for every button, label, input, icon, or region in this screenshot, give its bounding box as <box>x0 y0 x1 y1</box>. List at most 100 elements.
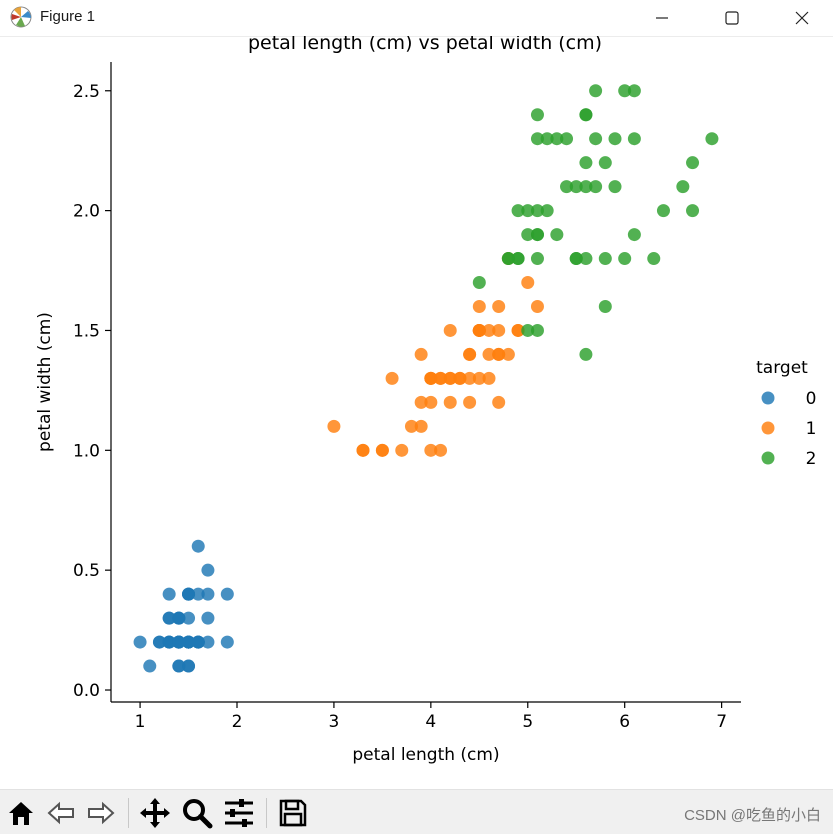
forward-icon <box>88 801 115 825</box>
data-point-2-19 <box>521 323 535 337</box>
data-point-1-39 <box>424 371 438 385</box>
data-point-2-43 <box>608 132 622 146</box>
data-point-2-18 <box>705 132 719 146</box>
home-icon <box>9 802 33 825</box>
data-point-0-42 <box>162 635 176 649</box>
data-point-2-29 <box>598 299 612 313</box>
data-point-0-18 <box>201 611 215 625</box>
close-icon <box>795 11 809 25</box>
data-point-0-32 <box>182 659 196 673</box>
data-point-1-43 <box>356 443 370 457</box>
data-point-2-12 <box>569 180 583 194</box>
data-point-1-14 <box>385 371 399 385</box>
save-button[interactable] <box>276 796 310 830</box>
data-point-2-9 <box>627 84 641 98</box>
data-point-2-7 <box>647 252 661 266</box>
data-point-0-43 <box>191 539 205 553</box>
data-point-1-5 <box>472 371 486 385</box>
data-point-2-34 <box>579 347 593 361</box>
legend-entries: 0 1 2 <box>761 389 817 469</box>
data-point-1-4 <box>482 323 496 337</box>
figure-canvas[interactable]: petal length (cm) vs petal width (cm) 1 2… <box>0 32 833 788</box>
home-button[interactable] <box>4 796 38 830</box>
x-axis-label: petal length (cm) <box>352 745 499 765</box>
data-point-2-14 <box>530 108 544 122</box>
zoom-icon <box>183 799 213 829</box>
data-point-1-49 <box>434 371 448 385</box>
data-point-1-25 <box>463 347 477 361</box>
data-point-1-13 <box>492 347 506 361</box>
data-point-1-29 <box>375 443 389 457</box>
x-tick-label: 7 <box>716 712 727 732</box>
back-icon <box>47 801 74 825</box>
back-button[interactable] <box>44 796 78 830</box>
y-tick-label: 0.0 <box>73 681 100 701</box>
data-point-2-35 <box>627 132 641 146</box>
save-icon <box>279 799 307 827</box>
y-tick-label: 1.0 <box>73 441 100 461</box>
legend-marker-2 <box>761 451 775 465</box>
data-point-1-48 <box>327 419 341 433</box>
scatter-chart: petal length (cm) vs petal width (cm) 1 2… <box>35 32 817 765</box>
configure-icon <box>225 799 253 827</box>
data-point-2-15 <box>550 132 564 146</box>
data-point-2-48 <box>560 132 574 146</box>
data-point-2-28 <box>579 180 593 194</box>
configure-button[interactable] <box>222 796 256 830</box>
y-ticks: 0.0 0.5 1.0 1.5 2.0 2.5 <box>73 82 111 701</box>
data-point-2-17 <box>686 156 700 170</box>
data-point-1-36 <box>492 323 506 337</box>
data-point-1-35 <box>472 299 486 313</box>
forward-button[interactable] <box>84 796 118 830</box>
status-coordinates: CSDN @吃鱼的小白 <box>684 807 821 824</box>
data-point-2-24 <box>589 180 603 194</box>
maximize-icon <box>725 11 739 25</box>
legend-label-1: 1 <box>806 419 817 439</box>
x-tick-label: 3 <box>329 712 340 732</box>
legend-marker-0 <box>761 391 775 405</box>
data-point-1-31 <box>395 443 409 457</box>
data-point-2-38 <box>501 252 515 266</box>
maximize-button[interactable] <box>704 0 760 36</box>
data-point-1-37 <box>463 371 477 385</box>
data-point-2-25 <box>618 252 632 266</box>
data-point-2-8 <box>598 252 612 266</box>
data-point-1-6 <box>492 299 506 313</box>
data-point-2-30 <box>627 228 641 242</box>
legend-title: target <box>756 358 808 378</box>
data-point-2-4 <box>598 156 612 170</box>
data-point-1-27 <box>521 276 535 290</box>
data-point-1-17 <box>434 443 448 457</box>
pan-icon <box>140 798 170 828</box>
x-tick-label: 2 <box>232 712 243 732</box>
data-point-1-19 <box>414 419 428 433</box>
data-point-1-22 <box>511 323 525 337</box>
toolbar-separator <box>266 798 267 828</box>
data-point-0-5 <box>201 587 215 601</box>
data-point-2-47 <box>540 204 554 218</box>
data-point-1-23 <box>492 395 506 409</box>
data-point-2-22 <box>686 204 700 218</box>
data-point-2-27 <box>511 252 525 266</box>
x-tick-label: 1 <box>135 712 146 732</box>
navigation-toolbar: CSDN @吃鱼的小白 <box>0 789 833 834</box>
minimize-button[interactable] <box>634 0 690 36</box>
zoom-button[interactable] <box>180 796 214 830</box>
y-tick-label: 2.5 <box>73 82 100 102</box>
x-ticks: 1 2 3 4 5 6 7 <box>135 702 727 732</box>
data-point-2-42 <box>530 228 544 242</box>
data-point-0-20 <box>201 635 215 649</box>
data-point-0-49 <box>172 635 186 649</box>
pan-button[interactable] <box>138 796 172 830</box>
data-point-2-40 <box>579 108 593 122</box>
points-layer <box>133 84 719 673</box>
data-point-2-46 <box>521 228 535 242</box>
x-tick-label: 6 <box>619 712 630 732</box>
data-point-1-45 <box>443 395 457 409</box>
y-tick-label: 0.5 <box>73 561 100 581</box>
data-point-1-12 <box>424 443 438 457</box>
data-point-0-13 <box>143 659 157 673</box>
data-point-1-9 <box>414 347 428 361</box>
close-button[interactable] <box>774 0 830 36</box>
data-point-1-32 <box>414 395 428 409</box>
